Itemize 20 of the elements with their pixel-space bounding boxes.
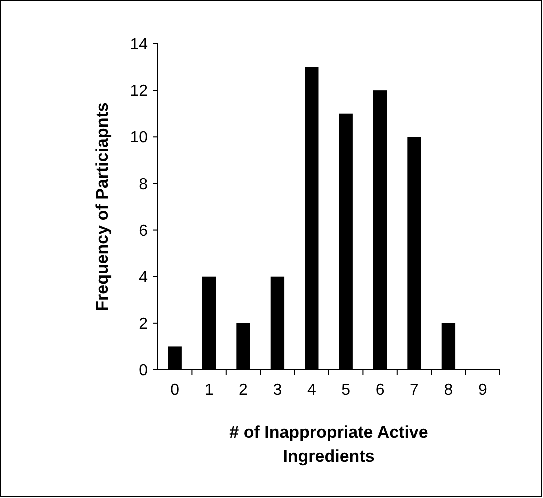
y-tick-label: 2	[139, 316, 148, 334]
y-tick-label: 12	[130, 83, 148, 100]
x-tick-label: 2	[239, 382, 248, 399]
x-tick-label: 7	[410, 382, 420, 399]
y-tick-label: 4	[139, 269, 148, 286]
x-tick-label: 9	[478, 382, 488, 399]
x-tick-label: 3	[273, 382, 282, 399]
x-axis-title: # of Inappropriate Active Ingredients	[230, 423, 428, 466]
y-tick-label: 6	[139, 222, 148, 240]
y-axis-title: Frequency of Particiapnts	[93, 102, 112, 312]
y-tick-label: 8	[139, 176, 148, 194]
x-tick-label: 8	[444, 382, 454, 399]
x-tick-label: 4	[307, 382, 316, 399]
y-tick-label: 14	[130, 36, 148, 54]
y-tick-label: 0	[139, 362, 148, 380]
x-tick-label: 1	[204, 382, 214, 399]
y-tick-label: 10	[130, 130, 148, 147]
x-tick-label: 6	[376, 382, 385, 399]
x-tick-label: 5	[342, 382, 351, 399]
x-tick-label: 0	[170, 382, 180, 399]
